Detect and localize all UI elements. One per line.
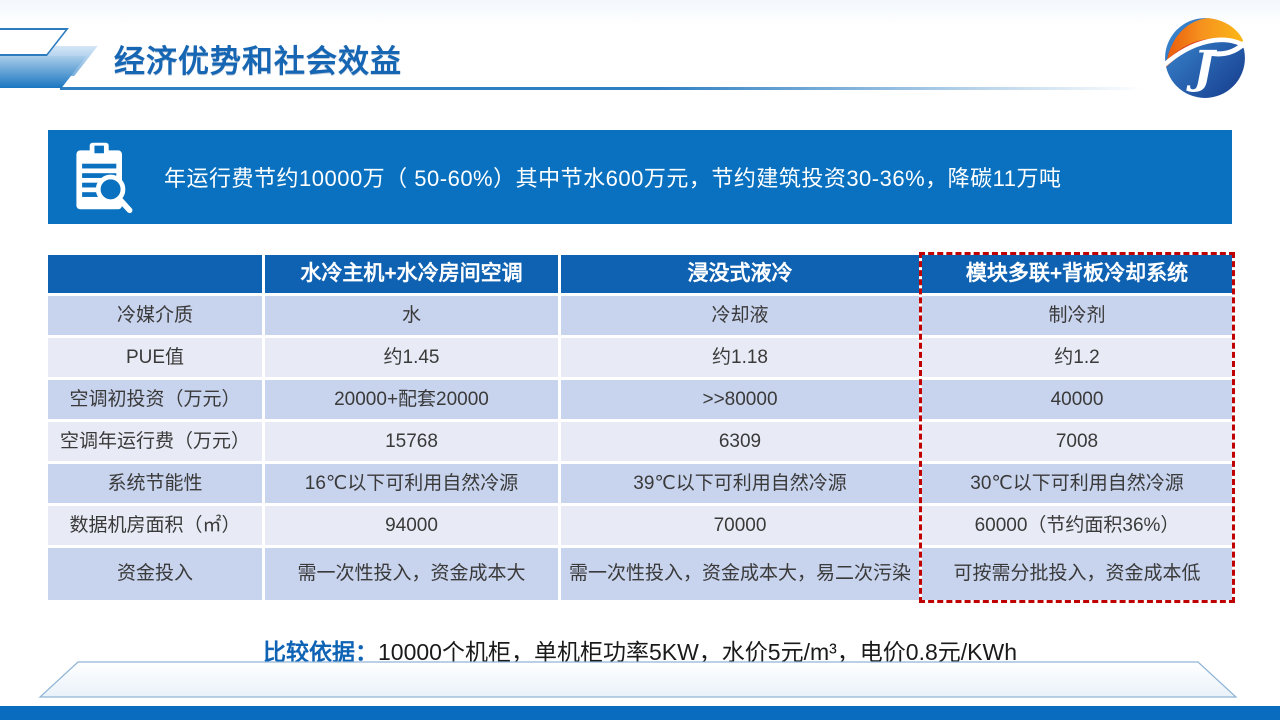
row-label-cell: PUE值 [48,338,262,377]
table-cell: 可按需分批投入，资金成本低 [922,548,1232,600]
row-label-cell: 空调初投资（万元） [48,380,262,419]
footnote-text: 10000个机柜，单机柜功率5KW，水价5元/m³，电价0.8元/KWh [377,639,1017,665]
table-cell: 30℃以下可利用自然冷源 [922,464,1232,503]
table-cell: 94000 [265,506,558,545]
table-cell: 60000（节约面积36%） [922,506,1232,545]
table-cell: 16℃以下可利用自然冷源 [265,464,558,503]
table-header-water-cooled: 水冷主机+水冷房间空调 [265,255,558,293]
table-cell: 冷却液 [561,296,919,335]
table-cell: >>80000 [561,380,919,419]
title-underline [60,87,1145,90]
row-label-cell: 资金投入 [48,548,262,600]
table-cell: 约1.45 [265,338,558,377]
row-label-cell: 系统节能性 [48,464,262,503]
clipboard-search-icon [70,139,136,215]
footnote: 比较依据：10000个机柜，单机柜功率5KW，水价5元/m³，电价0.8元/KW… [0,633,1280,667]
table-cell: 需一次性投入，资金成本大 [265,548,558,600]
footnote-label: 比较依据： [262,639,378,665]
row-label-cell: 数据机房面积（㎡） [48,506,262,545]
table-cell: 制冷剂 [922,296,1232,335]
bottom-trapezoid-decoration [38,661,1238,698]
table-cell: 约1.2 [922,338,1232,377]
row-label-cell: 空调年运行费（万元） [48,422,262,461]
summary-banner: 年运行费节约10000万（ 50-60%）其中节水600万元，节约建筑投资30-… [48,130,1232,224]
row-label-cell: 冷媒介质 [48,296,262,335]
table-header-corner [48,255,262,293]
table-cell: 15768 [265,422,558,461]
table-cell: 需一次性投入，资金成本大，易二次污染 [561,548,919,600]
table-cell: 水 [265,296,558,335]
table-cell: 20000+配套20000 [265,380,558,419]
company-logo-icon: J [1161,14,1249,100]
table-cell: 40000 [922,380,1232,419]
table-cell: 6309 [561,422,919,461]
bottom-blue-bar [0,706,1280,720]
comparison-table: 水冷主机+水冷房间空调 浸没式液冷 模块多联+背板冷却系统 冷媒介质 水 冷却液… [48,252,1235,603]
table-cell: 70000 [561,506,919,545]
table-header-modular: 模块多联+背板冷却系统 [922,255,1232,293]
table-cell: 约1.18 [561,338,919,377]
decor-parallelogram-dark [0,56,87,88]
table-cell: 7008 [922,422,1232,461]
table-header-immersion: 浸没式液冷 [561,255,919,293]
summary-text: 年运行费节约10000万（ 50-60%）其中节水600万元，节约建筑投资30-… [164,166,1062,191]
table-cell: 39℃以下可利用自然冷源 [561,464,919,503]
page-title: 经济优势和社会效益 [114,44,402,79]
